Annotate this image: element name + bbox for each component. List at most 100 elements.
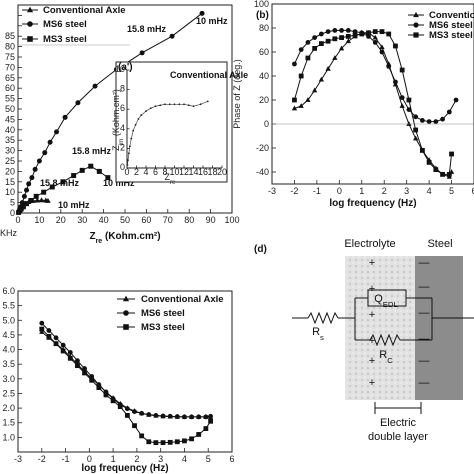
data-point-circle: [174, 414, 180, 419]
data-point-square: [433, 167, 439, 172]
minus-sign: —: [419, 355, 430, 367]
data-point-square: [345, 34, 351, 39]
y-tick-label: 5.5: [2, 301, 15, 311]
data-point-square: [139, 433, 145, 439]
inset-data-point: [164, 103, 166, 106]
data-point-circle: [345, 28, 351, 33]
minus-sign: —: [419, 307, 430, 319]
y-tick-label: 20: [259, 95, 269, 105]
plus-sign: +: [369, 283, 375, 295]
data-point-square: [189, 436, 194, 442]
data-point-circle: [208, 413, 214, 419]
data-point-square: [167, 439, 173, 445]
inset-data-point: [199, 103, 202, 106]
x-tick-label: 3: [158, 454, 163, 464]
resistor-rs: [307, 311, 339, 325]
data-point-circle: [24, 187, 30, 193]
inset-data-point: [187, 104, 190, 107]
minus-sign: —: [419, 281, 430, 293]
y-tick-label: 60: [5, 83, 15, 93]
data-point-circle: [92, 83, 98, 89]
y-tick-label: 0: [10, 208, 15, 218]
inset-data-point: [206, 100, 209, 103]
annotation: 10 mHz: [58, 200, 90, 210]
inset-data-point: [130, 137, 133, 140]
series-line-square: [293, 31, 453, 175]
inset-data-point: [168, 103, 171, 106]
data-point-square: [60, 179, 66, 185]
data-point-circle: [305, 40, 311, 45]
inset-y-tick-label: 8: [120, 84, 125, 94]
data-point-triangle: [38, 197, 45, 203]
inset-data-point: [173, 103, 176, 106]
circuit-diagram: (d) Electrolyte Steel + + + + + + — — — — — — Rs QEDL RC E…: [254, 238, 474, 443]
inset-data-point: [149, 107, 152, 110]
x-tick-label: 5: [206, 454, 211, 464]
data-point-circle: [32, 166, 38, 172]
series-line-triangle: [294, 32, 453, 178]
data-point-triangle: [39, 329, 45, 334]
data-point-square: [174, 439, 180, 445]
legend-label: Conventional Axle: [429, 10, 474, 21]
data-point-circle: [132, 409, 137, 415]
data-point-circle: [419, 118, 425, 123]
inset-x-tick-label: 14: [188, 167, 198, 177]
inset-series-line: [127, 101, 208, 166]
inset-data-point: [132, 129, 135, 132]
legend-marker-square: [123, 324, 129, 330]
data-point-square: [132, 423, 137, 429]
data-point-circle: [399, 95, 405, 100]
data-point-square: [88, 163, 94, 169]
legend-label: MS6 steel: [429, 20, 473, 31]
data-point-circle: [199, 10, 205, 16]
chart-a: 0 10 20 30 40 50 60 70 80 90 100051015202530354045…: [0, 4, 248, 245]
data-point-triangle: [372, 34, 378, 40]
data-point-circle: [372, 40, 378, 45]
inset-x-tick-label: 18: [207, 167, 217, 177]
q-label: QEDL: [374, 293, 398, 309]
y-tick-label: 1.0: [2, 432, 15, 442]
legend-marker-circle: [413, 22, 419, 28]
data-point-square: [82, 370, 87, 376]
data-point-circle: [139, 50, 145, 56]
data-point-triangle: [22, 200, 29, 206]
data-point-square: [203, 426, 209, 431]
data-point-square: [440, 172, 445, 177]
x-tick-label: 1: [111, 454, 116, 464]
data-point-square: [379, 29, 385, 34]
data-point-circle: [426, 119, 432, 124]
data-point-square: [196, 432, 202, 437]
data-point-square: [96, 168, 102, 174]
y-tick-label: 6.0: [2, 286, 15, 296]
inset-x-tick-label: 10: [169, 167, 179, 177]
y-tick-label: 60: [259, 47, 269, 57]
data-point-circle: [75, 358, 80, 364]
data-point-square: [60, 348, 66, 354]
inset-data-point: [192, 105, 195, 108]
legend-label: MS3 steel: [141, 322, 185, 333]
y-tick-label: 85: [5, 31, 15, 41]
plus-sign: +: [369, 309, 375, 321]
annotation: 15.8 mHz: [40, 178, 80, 188]
data-point-square: [419, 148, 425, 153]
data-point-circle: [89, 374, 95, 379]
y-tick-label: 0: [264, 119, 269, 129]
y-tick-label: 4.5: [2, 330, 15, 340]
x-tick-label: 6: [471, 186, 474, 196]
y-tick-label: 2.0: [2, 403, 15, 413]
data-point-square: [75, 363, 80, 369]
data-point-circle: [339, 28, 344, 33]
data-point-circle: [160, 413, 166, 419]
x-tick-label: 30: [77, 215, 87, 225]
data-point-circle: [67, 350, 73, 355]
data-point-triangle: [345, 38, 351, 44]
data-point-square: [71, 173, 77, 179]
x-tick-label: -3: [14, 454, 22, 464]
x-tick-label: 50: [120, 215, 130, 225]
legend-marker-circle: [123, 310, 129, 316]
x-tick-label: -1: [62, 454, 70, 464]
panel-label: (b): [256, 10, 269, 21]
legend-label: MS6 steel: [43, 19, 87, 30]
data-point-circle: [413, 114, 419, 120]
inset-y-tick-label: 6: [120, 103, 125, 113]
